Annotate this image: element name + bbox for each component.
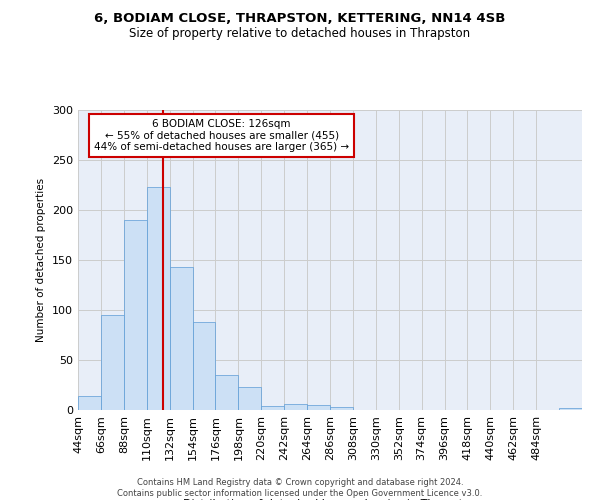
Bar	[170, 267, 193, 410]
Bar	[193, 322, 215, 410]
Bar	[330, 407, 353, 410]
Text: Size of property relative to detached houses in Thrapston: Size of property relative to detached ho…	[130, 28, 470, 40]
Bar	[238, 387, 261, 410]
Y-axis label: Number of detached properties: Number of detached properties	[37, 178, 46, 342]
Bar	[307, 405, 330, 410]
X-axis label: Distribution of detached houses by size in Thrapston: Distribution of detached houses by size …	[183, 499, 477, 500]
Text: 6, BODIAM CLOSE, THRAPSTON, KETTERING, NN14 4SB: 6, BODIAM CLOSE, THRAPSTON, KETTERING, N…	[94, 12, 506, 26]
Bar	[261, 406, 284, 410]
Bar	[215, 375, 238, 410]
Bar	[124, 220, 147, 410]
Bar	[147, 187, 170, 410]
Text: 6 BODIAM CLOSE: 126sqm
← 55% of detached houses are smaller (455)
44% of semi-de: 6 BODIAM CLOSE: 126sqm ← 55% of detached…	[94, 119, 349, 152]
Bar	[78, 396, 101, 410]
Bar	[284, 404, 307, 410]
Text: Contains HM Land Registry data © Crown copyright and database right 2024.
Contai: Contains HM Land Registry data © Crown c…	[118, 478, 482, 498]
Bar	[559, 408, 582, 410]
Bar	[101, 315, 124, 410]
